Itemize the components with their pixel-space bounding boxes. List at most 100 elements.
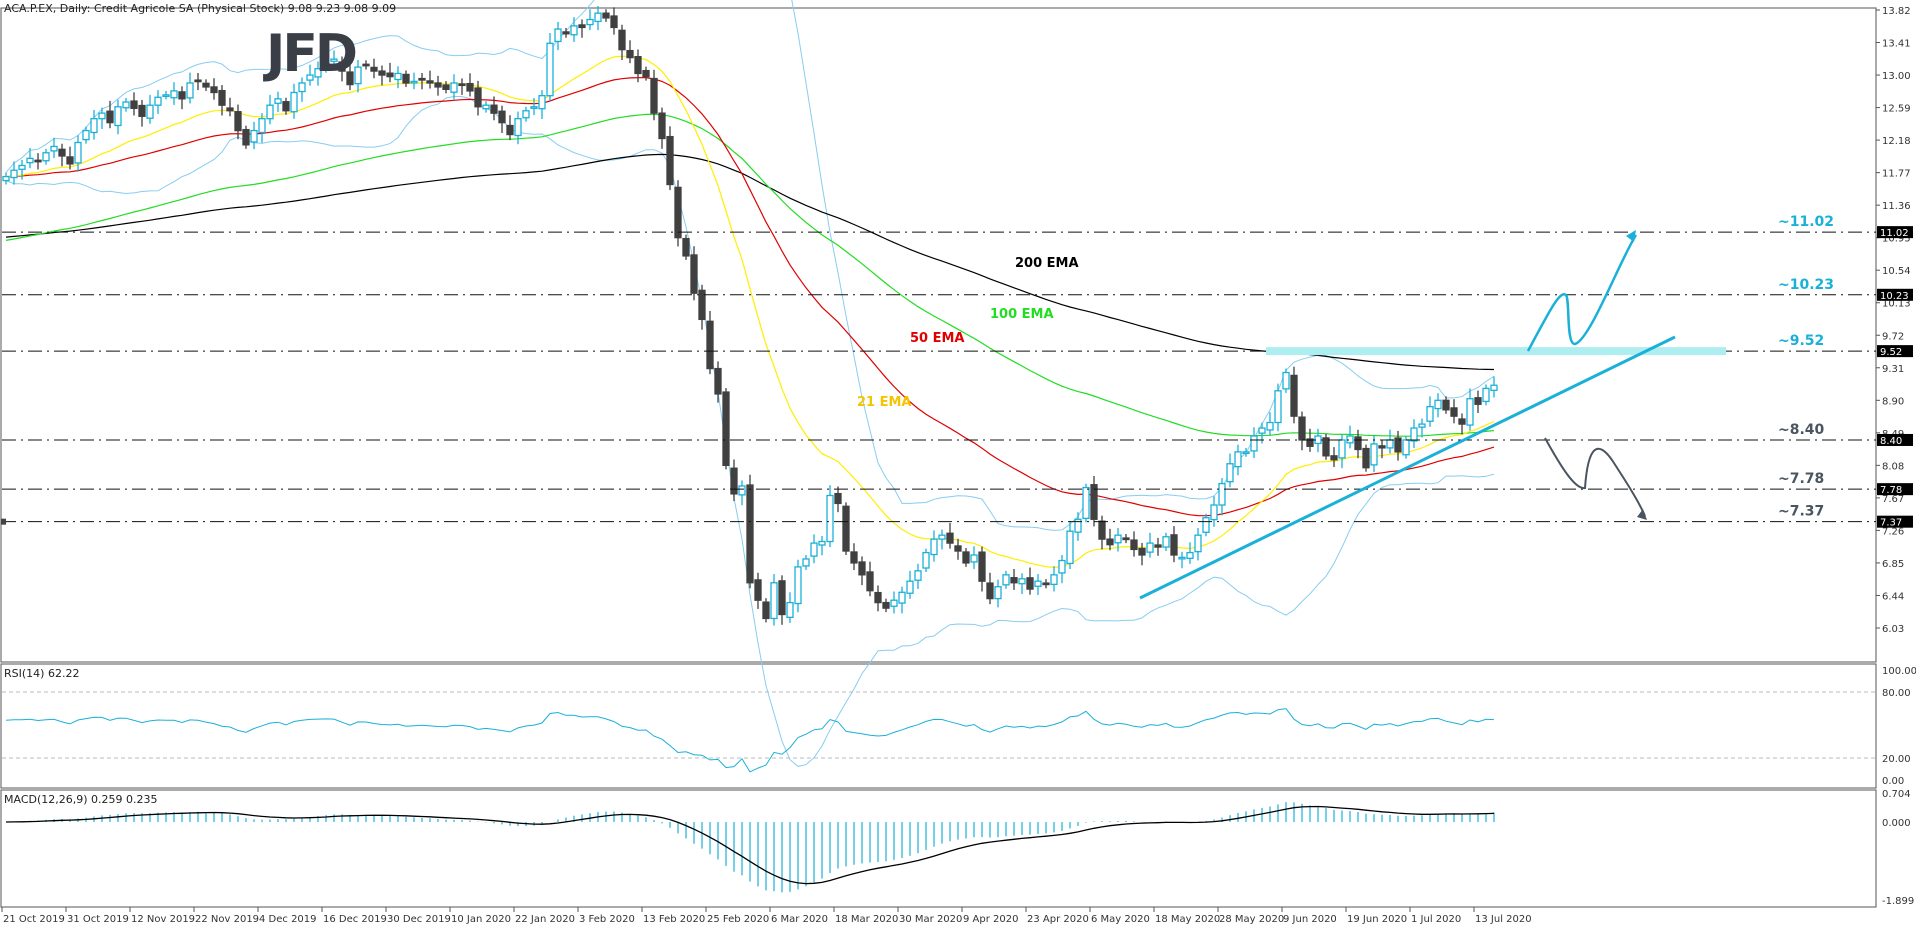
- date-tick-label: 16 Dec 2019: [323, 914, 387, 925]
- candle-bull: [1282, 371, 1290, 390]
- candle-bull: [1490, 384, 1498, 391]
- candle-bear: [626, 49, 634, 59]
- candle-bear: [666, 135, 674, 186]
- candle-bull: [1050, 574, 1058, 585]
- bollinger-lower: [5, 95, 1495, 767]
- candle-bull: [154, 96, 162, 106]
- candle-bear: [1098, 520, 1106, 540]
- price-tick-label: 13.82: [1882, 6, 1911, 17]
- candle-bear: [210, 86, 218, 94]
- candle-bull: [1410, 427, 1418, 442]
- candle-bull: [898, 591, 906, 604]
- candle-bear: [1106, 538, 1114, 546]
- candle-bear: [778, 580, 786, 616]
- candle-bear: [1474, 397, 1482, 405]
- candle-bear: [986, 582, 994, 600]
- candle-bull: [1274, 390, 1282, 424]
- candle-bear: [706, 320, 714, 370]
- candle-bull: [1202, 517, 1210, 533]
- price-tick-label: 13.41: [1882, 39, 1911, 50]
- candle-bull: [298, 82, 306, 93]
- candle-bear: [130, 100, 138, 110]
- candle-bear: [1450, 407, 1458, 417]
- candle-bear: [1354, 436, 1362, 451]
- price-tick-label: 9.31: [1882, 364, 1904, 375]
- candle-bull: [802, 558, 810, 567]
- macd-tick-label: -1.899: [1882, 896, 1914, 907]
- date-tick-label: 13 Jul 2020: [1475, 914, 1532, 925]
- date-tick-label: 25 Feb 2020: [707, 914, 769, 925]
- candle-bear: [466, 82, 474, 92]
- candle-bull: [1178, 556, 1186, 560]
- candle-bull: [250, 129, 258, 143]
- candle-bull: [514, 118, 522, 137]
- rsi-line: [5, 708, 1495, 773]
- candle-bear: [946, 532, 954, 544]
- level-annotation: ~11.02: [1778, 214, 1834, 230]
- candle-bear: [1026, 577, 1034, 590]
- candle-bear: [1154, 544, 1162, 548]
- candle-bull: [786, 601, 794, 619]
- candle-bear: [194, 79, 202, 83]
- candle-bear: [1130, 539, 1138, 551]
- candle-bull: [546, 42, 554, 97]
- date-tick-label: 30 Dec 2019: [387, 914, 451, 925]
- candle-bear: [138, 104, 146, 117]
- price-level-marker-label: 9.52: [1880, 347, 1902, 358]
- candle-bear: [58, 148, 66, 157]
- price-level-marker-label: 11.02: [1880, 228, 1909, 239]
- level-annotation: ~9.52: [1778, 333, 1824, 349]
- candle-bull: [1234, 451, 1242, 468]
- candle-bull: [1370, 443, 1378, 466]
- date-tick-label: 4 Dec 2019: [259, 914, 317, 925]
- candle-bull: [1066, 530, 1074, 565]
- candle-bear: [954, 545, 962, 552]
- candle-bear: [842, 505, 850, 552]
- candle-bull: [354, 66, 362, 85]
- candle-bull: [1466, 398, 1474, 426]
- price-tick-label: 6.85: [1882, 559, 1904, 570]
- price-level-marker: [1877, 345, 1913, 358]
- candle-bear: [282, 101, 290, 112]
- date-tick-label: 6 May 2020: [1091, 914, 1150, 925]
- candle-bull: [522, 110, 530, 119]
- candle-bear: [178, 91, 186, 100]
- resistance-zone: [1266, 347, 1726, 356]
- price-tick-label: 6.03: [1882, 624, 1904, 635]
- candle-bear: [106, 110, 114, 124]
- candle-bear: [714, 367, 722, 395]
- candle-bull: [906, 580, 914, 594]
- candle-bull: [162, 94, 170, 98]
- rsi-tick-label: 20.00: [1882, 754, 1911, 765]
- uptrend-line: [1139, 335, 1676, 600]
- candle-bull: [1258, 427, 1266, 434]
- candle-bull: [1146, 542, 1154, 553]
- candle-bull: [1218, 482, 1226, 506]
- candle-bull: [1402, 439, 1410, 456]
- level-annotation: ~7.78: [1778, 471, 1824, 487]
- candle-bull: [266, 104, 274, 120]
- candle-bull: [1266, 421, 1274, 431]
- candle-bear: [674, 186, 682, 239]
- price-tick-label: 6.44: [1882, 591, 1904, 602]
- candle-bear: [690, 254, 698, 294]
- candle-bear: [866, 571, 874, 592]
- candle-bull: [1226, 463, 1234, 483]
- ema-100-line: [5, 113, 1495, 437]
- candle-bull: [482, 104, 490, 110]
- candle-bull: [1250, 435, 1258, 452]
- bollinger-upper: [5, 0, 1495, 531]
- candle-bear: [978, 551, 986, 582]
- price-level-marker: [1877, 288, 1913, 301]
- date-tick-label: 18 May 2020: [1155, 914, 1220, 925]
- candle-bear: [218, 89, 226, 106]
- candle-bull: [1346, 435, 1354, 444]
- ema-21-line: [5, 55, 1495, 569]
- candle-bull: [818, 540, 826, 546]
- candle-bull: [1114, 534, 1122, 544]
- candle-bull: [114, 106, 122, 127]
- level-annotation: ~8.40: [1778, 422, 1825, 438]
- price-tick-label: 7.67: [1882, 494, 1904, 505]
- candle-bull: [922, 551, 930, 569]
